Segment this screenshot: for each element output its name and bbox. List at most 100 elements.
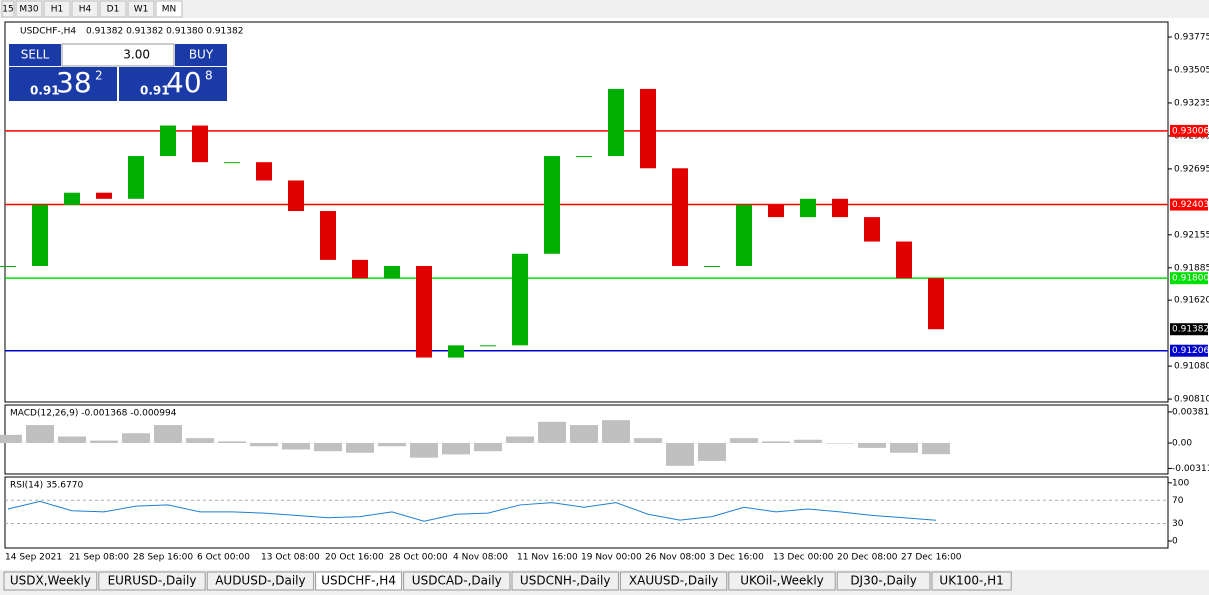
buy-label: BUY <box>189 48 214 62</box>
buy-prefix: 0.91 <box>140 84 170 98</box>
macd-bar <box>410 443 438 458</box>
candle <box>64 192 80 205</box>
macd-bar <box>314 443 342 452</box>
timeframe-button[interactable] <box>15 0 43 18</box>
y-tick-label: 0.92695 <box>1174 164 1209 174</box>
symbol-tab[interactable] <box>619 571 728 591</box>
level-label-box <box>1170 272 1208 285</box>
x-tick-label: 28 Oct 00:00 <box>389 553 448 563</box>
symbol-tab[interactable] <box>728 571 836 591</box>
macd-bar <box>858 443 886 448</box>
x-tick-label: 26 Nov 08:00 <box>645 553 706 563</box>
sell-prefix: 0.91 <box>30 84 60 98</box>
x-tick-label: 28 Sep 16:00 <box>133 553 193 563</box>
x-tick-label: 21 Sep 08:00 <box>69 553 129 563</box>
symbol-tab[interactable] <box>836 571 931 591</box>
timeframe-label: H4 <box>79 5 92 15</box>
symbol-tab-label: USDCAD-,Daily <box>412 574 502 588</box>
symbol-tab-label: DJ30-,Daily <box>850 574 917 588</box>
lot: 3.00 <box>123 48 150 62</box>
macd-bar <box>922 443 950 455</box>
candle <box>352 259 368 279</box>
timeframe-button[interactable] <box>127 0 155 18</box>
buy-small: 8 <box>205 69 213 83</box>
candle <box>256 162 272 181</box>
level-label: 0.91800 <box>1172 274 1209 284</box>
candle <box>96 192 112 199</box>
macd-bar <box>346 443 374 453</box>
symbol-tab[interactable] <box>98 571 206 591</box>
x-tick-label: 11 Nov 16:00 <box>517 553 578 563</box>
rsi-panel <box>4 476 1169 549</box>
candle <box>0 265 16 267</box>
x-tick-label: 19 Nov 00:00 <box>581 553 642 563</box>
candle <box>288 180 304 212</box>
timeframe-button[interactable] <box>1 0 15 18</box>
macd-bar <box>794 439 822 444</box>
macd-bar <box>186 438 214 444</box>
macd-bar <box>730 438 758 444</box>
x-tick-label: 3 Dec 16:00 <box>709 553 764 563</box>
macd-bar <box>378 443 406 447</box>
macd-bar <box>26 425 54 444</box>
x-tick-label: 13 Dec 00:00 <box>773 553 834 563</box>
macd-bar <box>762 441 790 444</box>
y-tick-label: 0.93235 <box>1174 98 1209 108</box>
sell-button[interactable] <box>9 44 61 66</box>
candle <box>576 156 592 158</box>
buy-button[interactable] <box>175 44 227 66</box>
candle <box>608 88 624 157</box>
candle <box>224 162 240 164</box>
y-tick-label: 100 <box>1172 478 1189 488</box>
y-tick-label: 0.90810 <box>1174 395 1209 405</box>
y-tick-label: 0.91620 <box>1174 296 1209 306</box>
timeframe-button[interactable] <box>43 0 71 18</box>
macd-bar <box>506 436 534 444</box>
x-tick-label: 20 Oct 16:00 <box>325 553 384 563</box>
symbol-tab-label: XAUUSD-,Daily <box>629 574 718 588</box>
y-tick-label: 0.93775 <box>1174 33 1209 43</box>
sell-small: 2 <box>95 69 103 83</box>
timeframe-label: H1 <box>51 5 64 15</box>
y-tick-label: 30 <box>1172 519 1184 529</box>
symbol-tab-label: UKOil-,Weekly <box>740 574 824 588</box>
x-tick-label: 14 Sep 2021 <box>5 553 62 563</box>
candle <box>160 125 176 157</box>
candle <box>800 198 816 218</box>
symbol-tab[interactable] <box>315 571 403 591</box>
macd-bar <box>154 425 182 444</box>
candle <box>448 345 464 358</box>
buy-price-box[interactable] <box>119 67 227 101</box>
symbol-tab[interactable] <box>511 571 619 591</box>
timeframe-label: 15 <box>2 5 13 15</box>
macd-bar <box>602 420 630 444</box>
level-label: 0.91206 <box>1172 346 1209 356</box>
macd-bar <box>474 443 502 452</box>
level-label-box <box>1170 344 1208 357</box>
candle <box>672 168 688 266</box>
symbol-tab-label: USDCNH-,Daily <box>520 574 611 588</box>
candle <box>416 265 432 358</box>
symbol-tab[interactable] <box>206 571 315 591</box>
panel-title: MACD(12,26,9) -0.001368 -0.000994 <box>10 409 177 419</box>
lot-input[interactable] <box>61 43 175 67</box>
symbol-tab[interactable] <box>931 571 1012 591</box>
symbol-tab-label: AUDUSD-,Daily <box>215 574 305 588</box>
x-tick-label: 4 Nov 08:00 <box>453 553 508 563</box>
timeframe-label: MN <box>162 5 177 15</box>
y-tick-label: 0.00 <box>1172 439 1192 449</box>
sell-price-box[interactable] <box>9 67 117 101</box>
symbol-tab[interactable] <box>3 571 98 591</box>
macd-bar <box>634 438 662 444</box>
timeframe-button[interactable] <box>99 0 127 18</box>
y-tick-label: 0 <box>1172 537 1178 547</box>
symbol-tab[interactable] <box>403 571 511 591</box>
timeframe-button[interactable] <box>155 0 183 18</box>
level-label-box <box>1170 198 1208 211</box>
timeframe-bar <box>0 0 1209 18</box>
macd-bar <box>666 443 694 466</box>
timeframe-button[interactable] <box>71 0 99 18</box>
timeframe-label: M30 <box>19 5 38 15</box>
candle <box>928 278 944 330</box>
